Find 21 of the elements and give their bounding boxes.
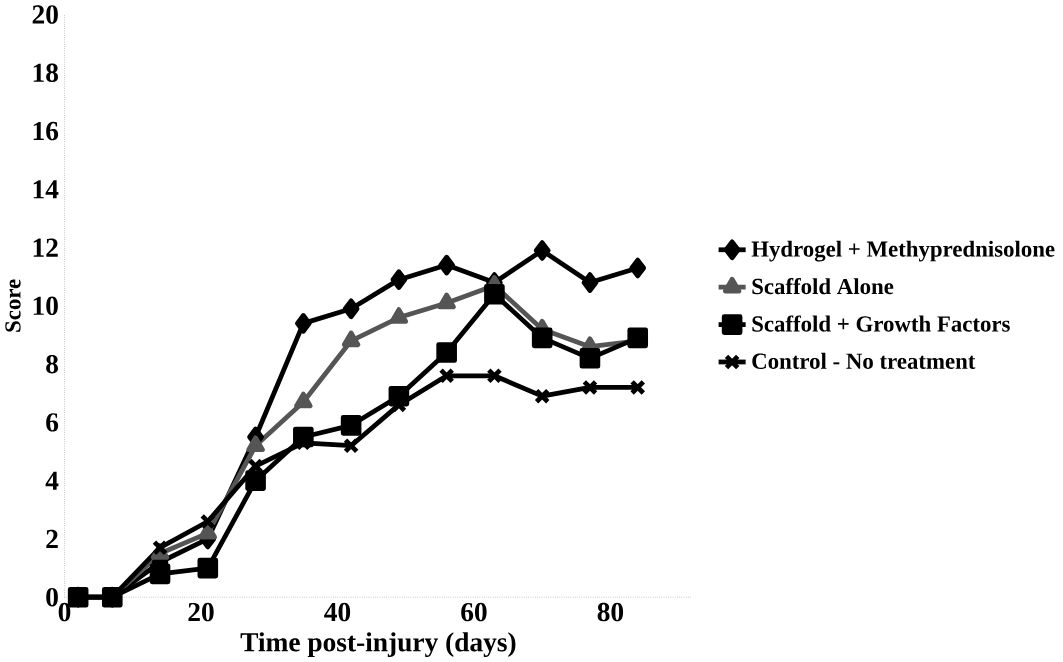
y-tick-label: 14 (33, 180, 59, 199)
legend-label: Scaffold + Growth Factors (752, 315, 1010, 332)
x-axis-title: Time post-injury (days) (240, 631, 516, 657)
legend-label: Hydrogel + Methyprednisolone (751, 240, 1055, 262)
x-tick-label: 60 (461, 602, 487, 622)
x-tick-label: 40 (324, 602, 351, 622)
y-tick-label: 20 (32, 5, 58, 24)
y-tick-label: 8 (46, 354, 58, 374)
y-tick-label: 12 (33, 238, 58, 257)
y-axis-title: Score (5, 279, 21, 332)
y-tick-label: 16 (33, 121, 59, 141)
y-tick-label: 2 (46, 529, 58, 548)
y-tick-label: 10 (33, 296, 58, 315)
legend-label: Control - No treatment (752, 352, 976, 369)
x-tick-label: 20 (188, 602, 214, 622)
y-tick-label: 0 (46, 587, 58, 607)
x-tick-label: 80 (597, 602, 624, 622)
y-tick-label: 4 (45, 471, 59, 490)
y-tick-label: 18 (33, 63, 58, 82)
legend-label: Scaffold Alone (752, 277, 894, 295)
y-tick-label: 6 (46, 413, 59, 432)
